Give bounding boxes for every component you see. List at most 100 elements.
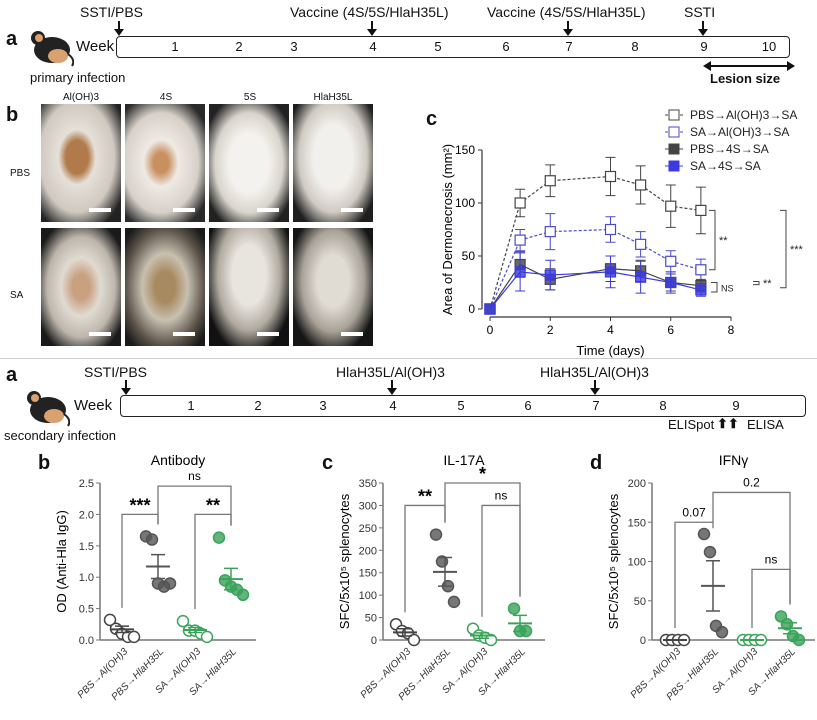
readout-label: ELISpot (668, 417, 715, 432)
series-0 (484, 156, 707, 315)
y-tick-label: 100 (455, 196, 475, 210)
week-tick: 5 (457, 398, 465, 413)
significance-bracket (121, 513, 159, 608)
y-tick-label: 0 (468, 302, 475, 316)
data-point (429, 528, 443, 541)
significance-bracket (712, 491, 791, 605)
week-tick: 5 (434, 39, 442, 54)
x-tick-label: 6 (667, 323, 674, 337)
significance-bracket (780, 209, 787, 289)
panel-label: d (590, 452, 603, 474)
significance-bracket (157, 485, 232, 526)
group-0 (389, 618, 421, 647)
data-point (103, 613, 117, 627)
y-axis-label: Area of Dermonecrosis (mm²) (440, 144, 455, 315)
group-3 (212, 531, 250, 602)
week-tick: 4 (389, 398, 397, 413)
significance-label: ** (763, 278, 772, 290)
legend-marker (668, 160, 680, 172)
il17a-chart: 0 50 100 150 200 250 300 350 IL-17A SFC/5x10⁵ spl… (337, 452, 545, 703)
group-1 (139, 530, 177, 593)
y-tick-label: 150 (359, 568, 377, 580)
event-label: Vaccine (4S/5S/HlaH35L) (487, 4, 646, 20)
week-tick: 2 (254, 398, 262, 413)
week-tick: 1 (171, 39, 179, 54)
data-point (695, 284, 707, 296)
significance-bracket (444, 482, 521, 597)
x-tick-label: 8 (728, 323, 735, 337)
error-bar (706, 559, 720, 612)
row-label: PBS (10, 168, 31, 179)
legend-marker (668, 126, 680, 138)
week-tick: 7 (592, 398, 600, 413)
data-point (514, 197, 526, 209)
y-tick-label: 100 (359, 590, 377, 602)
photo-pbs-aloh3 (41, 104, 121, 222)
error-bar (438, 556, 452, 587)
error-bar (783, 621, 797, 635)
significance-bracket (194, 513, 232, 610)
week-tick: 1 (187, 398, 195, 413)
data-point (703, 545, 717, 559)
significance-bracket (711, 282, 718, 293)
y-axis-label: SFC/5x10⁵ splenocytes (337, 493, 352, 629)
significance-label: *** (129, 495, 150, 515)
photo-pbs-hla (293, 104, 373, 222)
y-tick-label: 150 (628, 517, 646, 529)
panel-label: c (426, 108, 438, 130)
week-tick: 6 (524, 398, 532, 413)
caption: secondary infection (4, 428, 117, 443)
y-tick-label: 300 (359, 500, 377, 512)
data-point (514, 266, 526, 278)
panel-label: b (38, 452, 51, 474)
photo-sa-4s (125, 228, 205, 346)
chart-title: Antibody (151, 452, 205, 468)
y-tick-label: 50 (462, 249, 476, 263)
week-tick: 10 (761, 39, 777, 54)
photo-sa-5s (209, 228, 289, 346)
y-tick-label: 50 (634, 596, 646, 608)
panel-label: b (6, 104, 19, 126)
legend-label: SA→Al(OH)3→SA (690, 125, 789, 139)
series-3 (484, 252, 707, 315)
significance-label: ** (719, 235, 728, 247)
group-1 (429, 528, 461, 609)
y-tick-label: 1.0 (79, 572, 94, 584)
y-tick-label: 0 (640, 635, 646, 647)
column-label: 4S (159, 92, 173, 103)
panel-label: a (6, 28, 18, 50)
significance-label: 0.07 (682, 505, 706, 519)
data-point (176, 614, 190, 628)
y-tick-label: 150 (455, 143, 475, 157)
group-2 (176, 614, 214, 644)
column-label: 5S (243, 92, 257, 103)
significance-label: ns (765, 552, 778, 566)
significance-label: *** (790, 244, 804, 256)
panel-label: a (6, 364, 18, 386)
event-label: HlaH35L/Al(OH)3 (540, 364, 649, 380)
group-3 (507, 602, 533, 638)
week-tick: 3 (319, 398, 327, 413)
significance-label: ** (418, 486, 432, 506)
photo-pbs-4s (125, 104, 205, 222)
week-tick: 3 (290, 39, 298, 54)
data-point (407, 633, 421, 647)
y-tick-label: 100 (628, 557, 646, 569)
data-point (544, 269, 556, 281)
data-point (447, 595, 461, 609)
error-bar (151, 553, 165, 580)
event-label: HlaH35L/Al(OH)3 (336, 364, 445, 380)
week-label: Week (76, 38, 115, 55)
data-point (236, 588, 250, 602)
caption: primary infection (30, 70, 126, 85)
week-tick: 8 (659, 398, 667, 413)
y-tick-label: 350 (359, 478, 377, 490)
significance-bracket (753, 280, 760, 286)
significance-label: ns (495, 488, 508, 502)
y-tick-label: 200 (628, 478, 646, 490)
event-label: SSTI (684, 4, 716, 20)
data-point (163, 577, 177, 590)
error-bar (475, 632, 489, 639)
